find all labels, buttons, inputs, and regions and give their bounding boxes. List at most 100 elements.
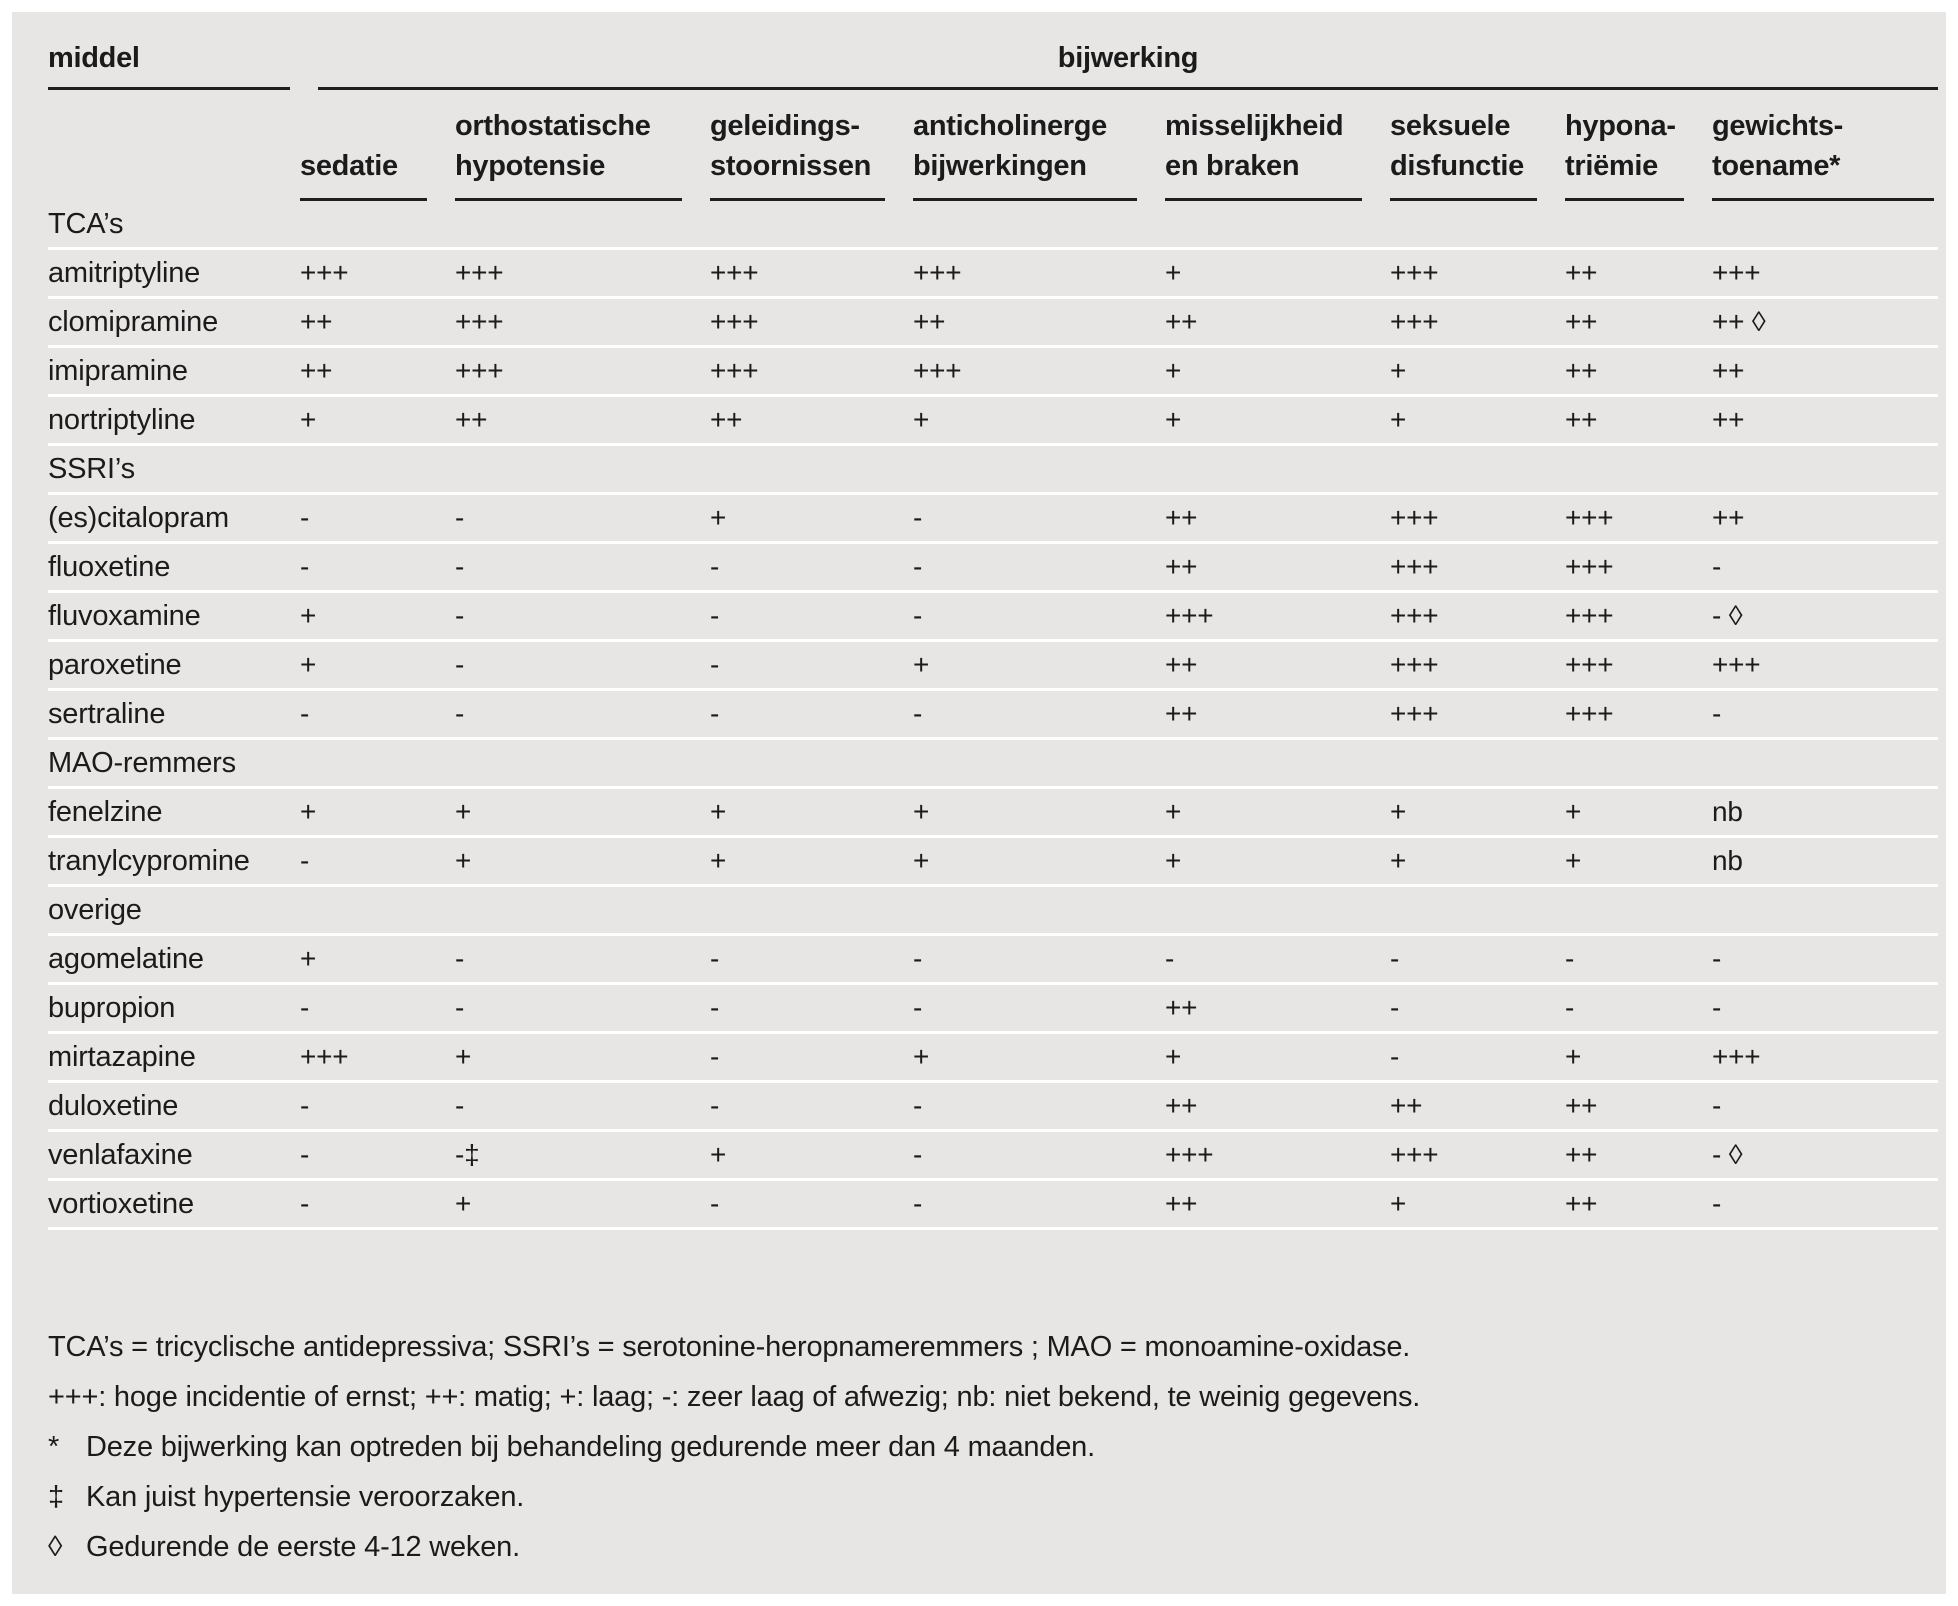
table-body: TCA’s amitriptyline +++ +++ +++ +++ + +++ ++ +++ c… xyxy=(48,201,1938,1230)
value-cell: ++ xyxy=(1390,1090,1423,1121)
value-cell: +++ xyxy=(1390,306,1439,337)
column-header-label: disfunctie xyxy=(1390,150,1524,182)
footnote-text: TCA’s = tricyclische antidepressiva; SSR… xyxy=(48,1331,1411,1363)
table-row: bupropion - - - - ++ - - - xyxy=(48,985,1938,1034)
column-header-label: seksuele xyxy=(1390,110,1511,142)
value-cell: + xyxy=(710,502,727,533)
value-cell: - xyxy=(1390,1041,1400,1072)
value-cell: + xyxy=(913,649,930,680)
value-cell: + xyxy=(1390,1188,1407,1219)
column-header-spacer xyxy=(48,90,300,201)
column-header-rule xyxy=(710,198,885,201)
value-cell: ++ xyxy=(1565,306,1598,337)
table-row: duloxetine - - - - ++ ++ ++ - xyxy=(48,1083,1938,1132)
table-row: clomipramine ++ +++ +++ ++ ++ +++ ++ ++ ◊ xyxy=(48,299,1938,348)
value-cell: +++ xyxy=(1165,1139,1214,1170)
drug-name-cell: bupropion xyxy=(48,991,176,1024)
column-header-label: bijwerkingen xyxy=(913,150,1087,182)
value-cell: ++ xyxy=(1565,1139,1598,1170)
value-cell: +++ xyxy=(1712,1041,1761,1072)
value-cell: - xyxy=(913,992,923,1023)
column-header: gewichts-toename* xyxy=(1712,90,1938,201)
group-label-cell: overige xyxy=(48,893,142,926)
column-header-rule xyxy=(1712,198,1934,201)
value-cell: - xyxy=(913,502,923,533)
value-cell: - xyxy=(913,943,923,974)
value-cell: - xyxy=(710,1090,720,1121)
value-cell: + xyxy=(913,796,930,827)
value-cell: - xyxy=(300,551,310,582)
value-cell: - xyxy=(710,600,720,631)
value-cell: + xyxy=(300,943,317,974)
column-header: orthostatische hypotensie xyxy=(455,90,710,201)
table-row: imipramine ++ +++ +++ +++ + + ++ ++ xyxy=(48,348,1938,397)
column-header-label: geleidings- xyxy=(710,110,860,142)
footnote-line: TCA’s = tricyclische antidepressiva; SSR… xyxy=(48,1322,1938,1372)
value-cell: +++ xyxy=(710,355,759,386)
value-cell: + xyxy=(1165,355,1182,386)
value-cell: +++ xyxy=(710,306,759,337)
value-cell: + xyxy=(913,1041,930,1072)
value-cell: ++ xyxy=(1165,992,1198,1023)
value-cell: +++ xyxy=(1712,257,1761,288)
value-cell: +++ xyxy=(913,257,962,288)
value-cell: - xyxy=(455,502,465,533)
value-cell: + xyxy=(455,796,472,827)
value-cell: - xyxy=(455,992,465,1023)
value-cell: - xyxy=(710,698,720,729)
footnote-line: * Deze bijwerking kan optreden bij behan… xyxy=(48,1422,1938,1472)
value-cell: - xyxy=(455,943,465,974)
value-cell: ++ xyxy=(913,306,946,337)
value-cell: ++ xyxy=(1165,551,1198,582)
drug-name-cell: fluoxetine xyxy=(48,550,171,583)
column-headers: sedatie orthostatische hypotensie geleiding… xyxy=(48,90,1938,201)
value-cell: +++ xyxy=(1565,600,1614,631)
column-header-rule xyxy=(1390,198,1537,201)
footnote-text: Gedurende de eerste 4-12 weken. xyxy=(86,1531,520,1563)
column-header-rule xyxy=(1165,198,1362,201)
value-cell: +++ xyxy=(1565,649,1614,680)
column-header-label: hypona- xyxy=(1565,110,1676,142)
footnote-line: ◊ Gedurende de eerste 4-12 weken. xyxy=(48,1522,1938,1572)
value-cell: - xyxy=(913,600,923,631)
value-cell: ++ xyxy=(1165,1188,1198,1219)
value-cell: +++ xyxy=(1390,502,1439,533)
value-cell: + xyxy=(1390,845,1407,876)
value-cell: +++ xyxy=(300,257,349,288)
column-group-middel: middel xyxy=(48,42,140,74)
table-row: vortioxetine - + - - ++ + ++ - xyxy=(48,1181,1938,1230)
group-label-cell: MAO-remmers xyxy=(48,746,236,779)
table-header-top: middel bijwerking xyxy=(48,42,1938,90)
column-header: anticholinerge bijwerkingen xyxy=(913,90,1165,201)
value-cell: +++ xyxy=(300,1041,349,1072)
footnote-text: +++: hoge incidentie of ernst; ++: matig… xyxy=(48,1381,1421,1413)
value-cell: - xyxy=(300,1090,310,1121)
value-cell: + xyxy=(913,845,930,876)
drug-name-cell: sertraline xyxy=(48,697,166,730)
value-cell: +++ xyxy=(913,355,962,386)
table-row: fluoxetine - - - - ++ +++ +++ - xyxy=(48,544,1938,593)
value-cell: - xyxy=(455,698,465,729)
column-header-label: orthostatische xyxy=(455,110,651,142)
value-cell: - xyxy=(1565,992,1575,1023)
table-figure: middel bijwerking sedatie orthostatische h… xyxy=(12,12,1946,1594)
table-content: middel bijwerking sedatie orthostatische h… xyxy=(48,42,1938,1572)
value-cell: ++ xyxy=(1165,502,1198,533)
footnote-marker: ◊ xyxy=(48,1531,63,1563)
value-cell: - xyxy=(1712,943,1722,974)
value-cell: ++ xyxy=(1165,649,1198,680)
value-cell: ++ xyxy=(300,355,333,386)
value-cell: + xyxy=(913,404,930,435)
drug-name-cell: nortriptyline xyxy=(48,403,196,436)
value-cell: +++ xyxy=(1390,649,1439,680)
table-row: fenelzine + + + + + + + nb xyxy=(48,789,1938,838)
drug-name-cell: (es)citalopram xyxy=(48,501,229,534)
value-cell: - xyxy=(1390,992,1400,1023)
table-row: agomelatine + - - - - - - - xyxy=(48,936,1938,985)
drug-name-cell: venlafaxine xyxy=(48,1138,193,1171)
footnote-marker: * xyxy=(48,1431,60,1463)
value-cell: ++ xyxy=(1165,698,1198,729)
table-row: nortriptyline + ++ ++ + + + ++ ++ xyxy=(48,397,1938,446)
value-cell: - xyxy=(913,1188,923,1219)
value-cell: +++ xyxy=(710,257,759,288)
